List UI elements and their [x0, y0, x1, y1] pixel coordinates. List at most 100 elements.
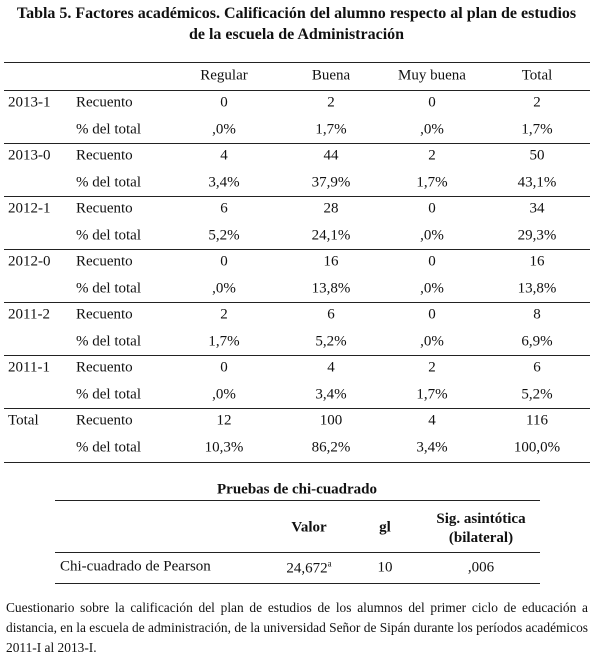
column-header: Regular	[200, 67, 248, 84]
cell: 44	[323, 147, 339, 164]
cell: 100,0%	[513, 439, 561, 456]
cell: 2	[428, 147, 436, 164]
cell: 1,7%	[208, 333, 240, 350]
rule	[4, 90, 590, 91]
chi-value: 24,672a	[286, 558, 332, 577]
cell: 1,7%	[521, 121, 553, 138]
cell: 0	[220, 94, 228, 111]
cell: 1,7%	[315, 121, 347, 138]
cell: 5,2%	[521, 386, 553, 403]
measure-label: Recuento	[76, 253, 133, 270]
cell: 0	[428, 306, 436, 323]
rule	[55, 552, 540, 553]
footnote: Cuestionario sobre la calificación del p…	[6, 600, 588, 655]
table-title: Tabla 5. Factores académicos. Calificaci…	[16, 5, 577, 43]
row-group-label: 2012-1	[8, 200, 51, 217]
row-group-label: Total	[8, 412, 39, 429]
cell: ,0%	[420, 227, 444, 244]
row-group-label: 2011-2	[8, 306, 50, 323]
chi-header: gl	[379, 519, 391, 536]
rule	[4, 143, 590, 144]
column-header: Muy buena	[398, 67, 466, 84]
cell: 2	[327, 94, 335, 111]
cell: 4	[220, 147, 228, 164]
rule	[4, 462, 590, 463]
cell: 2	[533, 94, 541, 111]
measure-label: % del total	[76, 439, 141, 456]
measure-label: % del total	[76, 121, 141, 138]
cell: ,0%	[420, 121, 444, 138]
cell: ,0%	[212, 121, 236, 138]
cell: 4	[428, 412, 436, 429]
cell: 50	[529, 147, 545, 164]
column-header: Total	[521, 67, 553, 84]
cell: 86,2%	[311, 439, 351, 456]
measure-label: Recuento	[76, 412, 133, 429]
cell: 0	[428, 200, 436, 217]
cell: 3,4%	[315, 386, 347, 403]
chi-header: Sig. asintótica (bilateral)	[436, 511, 526, 546]
cell: 6	[327, 306, 335, 323]
cell: 16	[529, 253, 545, 270]
cell: ,0%	[212, 280, 236, 297]
cell: 34	[529, 200, 545, 217]
rule	[55, 583, 540, 584]
chi-header: Valor	[291, 519, 327, 536]
measure-label: Recuento	[76, 359, 133, 376]
cell: ,0%	[420, 333, 444, 350]
cell: 43,1%	[517, 174, 557, 191]
cell: 37,9%	[311, 174, 351, 191]
cell: 1,7%	[416, 386, 448, 403]
cell: 12	[216, 412, 232, 429]
cell: 16	[323, 253, 339, 270]
cell: 13,8%	[311, 280, 351, 297]
measure-label: Recuento	[76, 94, 133, 111]
cell: 28	[323, 200, 339, 217]
measure-label: % del total	[76, 174, 141, 191]
cell: 24,1%	[311, 227, 351, 244]
cell: 100	[319, 412, 343, 429]
rule	[4, 62, 590, 63]
row-group-label: 2013-1	[8, 94, 51, 111]
measure-label: % del total	[76, 227, 141, 244]
chi-title: Pruebas de chi-cuadrado	[216, 481, 378, 498]
cell: 6	[220, 200, 228, 217]
cell: ,0%	[212, 386, 236, 403]
cell: ,0%	[420, 280, 444, 297]
cell: 0	[220, 359, 228, 376]
cell: 0	[428, 253, 436, 270]
measure-label: % del total	[76, 280, 141, 297]
column-header: Buena	[311, 67, 351, 84]
chi-row-label: Chi-cuadrado de Pearson	[60, 558, 211, 575]
cell: 3,4%	[208, 174, 240, 191]
cell: 5,2%	[315, 333, 347, 350]
measure-label: Recuento	[76, 306, 133, 323]
cell: 8	[533, 306, 541, 323]
rule	[4, 408, 590, 409]
value-note: a	[327, 558, 332, 569]
cell: 3,4%	[416, 439, 448, 456]
cell: 13,8%	[517, 280, 557, 297]
cell: 6,9%	[521, 333, 553, 350]
measure-label: Recuento	[76, 200, 133, 217]
row-group-label: 2012-0	[8, 253, 51, 270]
chi-gl: 10	[377, 559, 393, 576]
measure-label: Recuento	[76, 147, 133, 164]
cell: 0	[220, 253, 228, 270]
row-group-label: 2013-0	[8, 147, 51, 164]
cell: 2	[220, 306, 228, 323]
measure-label: % del total	[76, 333, 141, 350]
cell: 1,7%	[416, 174, 448, 191]
rule	[4, 249, 590, 250]
cell: 4	[327, 359, 335, 376]
cell: 10,3%	[204, 439, 244, 456]
rule	[55, 500, 540, 501]
cell: 6	[533, 359, 541, 376]
cell: 5,2%	[208, 227, 240, 244]
rule	[4, 355, 590, 356]
rule	[4, 196, 590, 197]
chi-sig: ,006	[467, 559, 495, 576]
cell: 116	[526, 412, 548, 429]
rule	[4, 302, 590, 303]
